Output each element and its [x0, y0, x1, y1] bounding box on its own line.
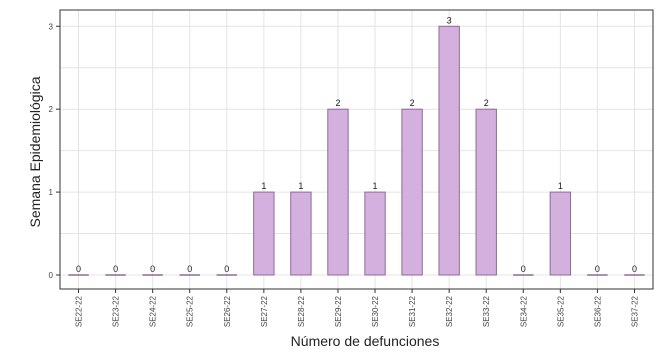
plot-frame [59, 9, 654, 290]
x-tick-label: SE27-22 [260, 295, 269, 327]
y-axis: 0 1 2 3 [49, 22, 60, 280]
data-label: 0 [113, 264, 118, 274]
bar [549, 191, 572, 276]
y-tick-label: 1 [49, 188, 54, 197]
y-tick-label: 0 [49, 271, 54, 280]
bar [475, 108, 497, 276]
data-label: 2 [484, 98, 489, 108]
data-label: 0 [521, 264, 526, 274]
x-axis-title: Número de defunciones [291, 333, 440, 349]
data-label: 0 [76, 264, 81, 274]
bar [327, 108, 349, 276]
x-axis: SE22-22 SE23-22 SE24-22 SE25-22 SE26-22 SE27-… [75, 289, 639, 327]
x-tick-label: SE31-22 [408, 295, 417, 327]
data-labels: 0 0 0 0 0 1 1 2 1 2 3 2 0 1 0 0 [76, 15, 637, 274]
data-label: 0 [595, 264, 600, 274]
bars [68, 25, 645, 276]
data-label: 0 [187, 264, 192, 274]
x-tick-label: SE25-22 [186, 295, 195, 327]
x-tick-label: SE32-22 [445, 295, 454, 327]
y-axis-title: Semana Epidemiológica [27, 76, 43, 227]
x-tick-label: SE33-22 [482, 295, 491, 327]
data-label: 2 [410, 98, 415, 108]
x-tick-label: SE37-22 [630, 295, 639, 327]
bar [401, 108, 423, 276]
data-label: 1 [373, 181, 378, 191]
data-label: 2 [335, 98, 340, 108]
data-label: 3 [447, 15, 452, 25]
x-tick-label: SE34-22 [519, 295, 528, 327]
x-tick-label: SE23-22 [112, 295, 121, 327]
y-tick-label: 2 [49, 105, 54, 114]
data-label: 0 [224, 264, 229, 274]
data-label: 1 [261, 181, 266, 191]
data-label: 1 [558, 181, 563, 191]
data-label: 0 [150, 264, 155, 274]
bar [364, 191, 386, 276]
bar [290, 191, 312, 276]
x-tick-label: SE22-22 [75, 295, 84, 327]
bar [253, 191, 275, 276]
x-tick-label: SE24-22 [149, 295, 158, 327]
x-tick-label: SE36-22 [593, 295, 602, 327]
y-tick-label: 3 [49, 22, 54, 31]
bar [438, 25, 460, 276]
x-tick-label: SE30-22 [371, 295, 380, 327]
data-label: 1 [298, 181, 303, 191]
x-tick-label: SE26-22 [223, 295, 232, 327]
x-tick-label: SE29-22 [334, 295, 343, 327]
data-label: 0 [632, 264, 637, 274]
x-tick-label: SE28-22 [297, 295, 306, 327]
x-tick-label: SE35-22 [556, 295, 565, 327]
